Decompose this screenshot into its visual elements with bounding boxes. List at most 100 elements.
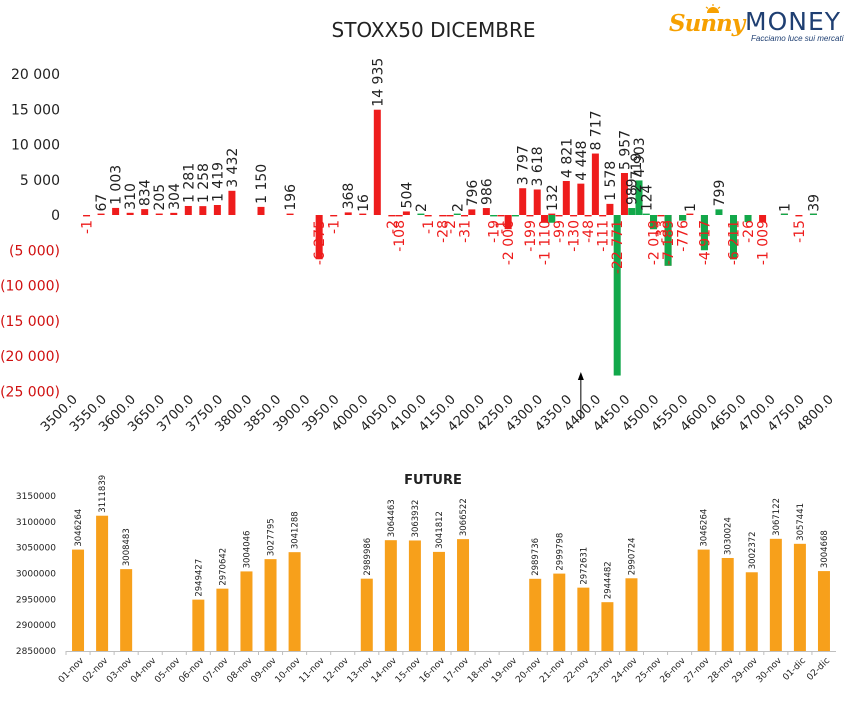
future-bar: [529, 578, 542, 651]
bar-data-label: -26: [741, 220, 757, 243]
bar-red: [482, 208, 490, 215]
future-bar: [601, 602, 614, 651]
x-tick-label: 14-nov: [370, 656, 400, 686]
y-tick-label: 2900000: [16, 621, 56, 631]
brand-logo: Sunny MONEY Facciamo luce sui mercati: [667, 4, 863, 44]
future-bar: [457, 539, 470, 651]
bar-green: [613, 215, 621, 376]
bar-data-label: -6 211: [727, 220, 743, 265]
bar-green: [664, 215, 672, 266]
x-tick-label: 29-nov: [731, 656, 761, 686]
y-tick-label: 15 000: [11, 102, 60, 118]
future-bar: [240, 571, 253, 651]
bar-data-label: -2 019: [647, 220, 663, 265]
bar-data-label: -19: [487, 220, 503, 243]
bar-red: [795, 215, 803, 217]
future-data-label: 2989736: [531, 538, 541, 576]
logo-word-money: MONEY: [745, 7, 842, 36]
future-bar: [360, 578, 373, 651]
future-data-label: 2970642: [218, 548, 228, 586]
future-bar: [120, 569, 133, 651]
bar-red: [315, 215, 323, 260]
future-bar: [721, 557, 734, 651]
options-oi-chart: 20 000 15 000 10 000 5 000 0 (5 000) (10 000) (…: [0, 58, 837, 435]
future-data-label: 3066522: [459, 498, 469, 536]
future-bar: [745, 572, 758, 651]
bar-data-label: 124: [639, 184, 655, 211]
y-tick-label: (5 000): [9, 243, 60, 259]
bar-data-label: -2: [385, 220, 401, 234]
x-tick-label: 05-nov: [153, 656, 183, 686]
bar-red: [344, 212, 352, 215]
bar-data-label: 14 935: [370, 58, 386, 107]
future-bar: [216, 588, 229, 651]
bar-data-label: 2 719: [629, 153, 645, 193]
bar-red: [446, 215, 454, 217]
bar-red: [548, 213, 556, 215]
bar-data-label: 2: [450, 203, 466, 212]
bar-data-label: 8 717: [588, 110, 604, 150]
future-bar: [793, 543, 806, 651]
bar-data-label: 4 903: [632, 137, 648, 177]
bar-green: [809, 213, 817, 215]
future-bar: [384, 540, 397, 651]
future-bar: [408, 540, 421, 651]
bar-green: [548, 215, 556, 223]
bar-data-label: -4 917: [697, 220, 713, 265]
bar-red: [504, 215, 512, 230]
logo-word-sunny: Sunny: [669, 10, 745, 37]
x-tick-label: 22-nov: [562, 656, 592, 686]
future-data-label: 3030024: [724, 517, 734, 555]
bar-red: [555, 215, 563, 217]
x-tick-label: 28-nov: [707, 656, 737, 686]
bar-data-label: 1: [777, 203, 793, 212]
bar-data-label: -1: [421, 220, 437, 234]
y-tick-label: (10 000): [0, 279, 60, 295]
bar-data-label: 5 957: [617, 130, 633, 170]
x-tick-label: 08-nov: [225, 656, 255, 686]
bar-data-label: 1 003: [109, 165, 125, 205]
future-data-label: 3004046: [242, 531, 252, 569]
bar-data-label: 799: [712, 180, 728, 207]
bar-data-label: -2: [443, 220, 459, 234]
bar-green: [730, 215, 737, 260]
bar-data-label: 304: [167, 183, 183, 210]
bar-red: [606, 203, 614, 215]
bar-green: [642, 213, 650, 215]
bar-red: [395, 215, 403, 217]
x-tick-label: 04-nov: [129, 656, 159, 686]
y-tick-label: (25 000): [0, 384, 60, 400]
bar-green: [679, 215, 687, 221]
bar-data-label: 504: [399, 182, 415, 209]
bar-red: [330, 215, 338, 217]
bar-red: [620, 173, 628, 215]
bar-data-label: -1 009: [756, 220, 772, 265]
future-data-label: 3067122: [772, 498, 782, 536]
x-tick-label: 15-nov: [394, 656, 424, 686]
bar-green: [780, 213, 788, 215]
y-tick-label: (20 000): [0, 349, 60, 365]
future-bar: [432, 551, 445, 651]
x-tick-label: 25-nov: [634, 656, 664, 686]
future-data-label: 3041812: [435, 511, 445, 549]
bar-red: [141, 209, 149, 215]
future-bar: [192, 599, 205, 651]
bar-red: [599, 215, 607, 217]
bar-data-label: -33: [654, 220, 670, 243]
y-tick-label: 3000000: [16, 570, 56, 580]
bar-data-label: -15: [792, 220, 808, 243]
future-bar: [264, 559, 277, 651]
bar-data-label: 796: [465, 180, 481, 207]
bar-red: [228, 190, 236, 215]
future-data-label: 3046264: [74, 509, 84, 547]
y-tick-label: (15 000): [0, 314, 60, 330]
bar-red: [562, 181, 570, 215]
bar-data-label: -31: [458, 220, 474, 243]
bar-red: [526, 215, 534, 217]
x-tick-label: 20-nov: [514, 656, 544, 686]
bar-data-label: -48: [581, 220, 597, 243]
future-data-label: 2990724: [627, 537, 637, 575]
x-tick-label: 21-nov: [538, 656, 568, 686]
future-data-label: 3041288: [291, 511, 301, 549]
y-tick-label: 3150000: [16, 492, 56, 502]
